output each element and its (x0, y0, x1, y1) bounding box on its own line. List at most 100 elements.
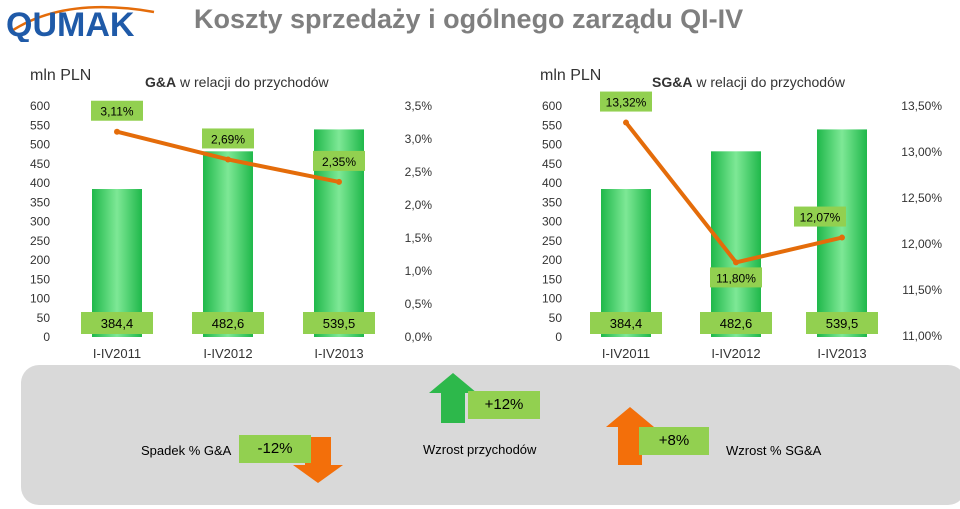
bar-top-edge (84, 185, 150, 190)
line-label-bg (794, 206, 846, 227)
y2-tick-label: 12,50% (901, 191, 942, 205)
line-value-label: 11,80% (716, 271, 756, 285)
y-tick-label: 0 (555, 330, 562, 344)
y2-tick-label: 0,0% (405, 330, 433, 344)
revenue-change-value: +12% (468, 391, 540, 419)
x-tick-label: I-IV2012 (711, 346, 760, 361)
value-label-bg (806, 312, 878, 334)
y2-tick-label: 11,00% (902, 329, 942, 343)
y-tick-label: 100 (542, 292, 562, 306)
ga-change-value: -12% (239, 435, 311, 463)
sga-change-value: +8% (639, 427, 709, 455)
ga-change-label: Spadek % G&A (141, 443, 232, 458)
line-point (225, 156, 231, 163)
line-value-label: 2,69% (211, 132, 245, 146)
x-tick-label: I-IV2013 (314, 346, 363, 361)
bar-value-label: 384,4 (101, 316, 134, 331)
line-label-bg (313, 150, 365, 171)
bar-value-label: 482,6 (720, 316, 753, 331)
value-label-bg (81, 312, 153, 334)
y-tick-label: 150 (30, 272, 50, 286)
line-point (336, 178, 342, 185)
up-arrow-icon (429, 373, 477, 423)
charts-area: mln PLN G&A w relacji do przychodów 0 50 100… (30, 67, 942, 361)
y-tick-label: 300 (30, 215, 50, 229)
bar-value-label: 539,5 (826, 316, 859, 331)
line-value-label: 12,07% (800, 211, 841, 225)
bar (817, 129, 867, 337)
line-point (114, 128, 120, 135)
bar (711, 151, 761, 337)
revenue-change-label: Wzrost przychodów (423, 442, 537, 457)
bar-top-edge (703, 147, 769, 152)
bar-value-label: 384,4 (610, 316, 643, 331)
y2-tick-label: 1,0% (405, 264, 433, 278)
value-label-bg (303, 312, 375, 334)
line-point (733, 259, 739, 266)
y2-tick-label: 12,00% (901, 237, 942, 251)
bar-top-edge (195, 147, 261, 152)
y-tick-label: 100 (30, 292, 50, 306)
unit-label: mln PLN (540, 67, 601, 84)
line-value-label: 3,11% (100, 105, 133, 119)
line-point (839, 234, 845, 241)
y2-tick-label: 2,5% (405, 165, 433, 179)
y-tick-label: 200 (542, 253, 562, 267)
bar-value-label: 539,5 (323, 316, 356, 331)
summary-arrows (293, 373, 654, 483)
y-tick-label: 50 (549, 311, 563, 325)
sga-change-label: Wzrost % SG&A (726, 443, 822, 458)
line-value-label: 2,35% (322, 155, 356, 169)
y-tick-label: 250 (30, 234, 50, 248)
y-tick-label: 250 (542, 234, 562, 248)
y-tick-label: 600 (542, 99, 562, 113)
qumak-logo: QUMAK (6, 5, 155, 42)
y-tick-label: 500 (30, 138, 50, 152)
summary-panel: Spadek % G&A -12% +12% Wzrost przychodów… (21, 365, 960, 505)
x-tick-label: I-IV2013 (817, 346, 866, 361)
y-tick-label: 400 (542, 176, 562, 190)
line-label-bg (710, 267, 762, 288)
y-tick-label: 450 (30, 157, 50, 171)
y2-tick-label: 2,0% (405, 198, 433, 212)
x-tick-label: I-IV2012 (203, 346, 252, 361)
y-tick-label: 350 (542, 195, 562, 209)
y-tick-label: 0 (43, 330, 50, 344)
y-tick-label: 350 (30, 195, 50, 209)
value-label-bg (192, 312, 264, 334)
value-label-bg (700, 312, 772, 334)
bar-value-label: 482,6 (212, 316, 245, 331)
y-tick-label: 400 (30, 176, 50, 190)
line-point (623, 119, 629, 126)
y-tick-label: 300 (542, 215, 562, 229)
y2-tick-label: 0,5% (405, 297, 433, 311)
y-tick-label: 450 (542, 157, 562, 171)
x-tick-label: I-IV2011 (93, 346, 141, 361)
logo-text: QUMAK (6, 6, 135, 42)
y-tick-label: 550 (542, 118, 562, 132)
y-tick-label: 200 (30, 253, 50, 267)
line-label-bg (600, 91, 652, 112)
y-tick-label: 500 (542, 138, 562, 152)
y2-tick-label: 3,0% (405, 132, 433, 146)
line-label-bg (91, 100, 143, 121)
bar (203, 151, 253, 337)
y-tick-label: 600 (30, 99, 50, 113)
chart-title: SG&A w relacji do przychodów (652, 74, 846, 90)
line-label-bg (202, 128, 254, 149)
value-label-bg (590, 312, 662, 334)
y-tick-label: 50 (37, 311, 51, 325)
chart-title: G&A w relacji do przychodów (145, 74, 330, 90)
x-tick-label: I-IV2011 (602, 346, 650, 361)
bar-top-edge (306, 125, 372, 130)
y-tick-label: 550 (30, 118, 50, 132)
line-value-label: 13,32% (606, 96, 647, 110)
bar-top-edge (593, 185, 659, 190)
y2-tick-label: 1,5% (405, 231, 433, 245)
y2-tick-label: 11,50% (902, 283, 942, 297)
y2-tick-label: 3,5% (405, 99, 433, 113)
y2-tick-label: 13,50% (901, 99, 942, 113)
y2-tick-label: 13,00% (901, 145, 942, 159)
bar-top-edge (809, 125, 875, 130)
page-title: Koszty sprzedaży i ogólnego zarządu QI-I… (194, 4, 744, 34)
